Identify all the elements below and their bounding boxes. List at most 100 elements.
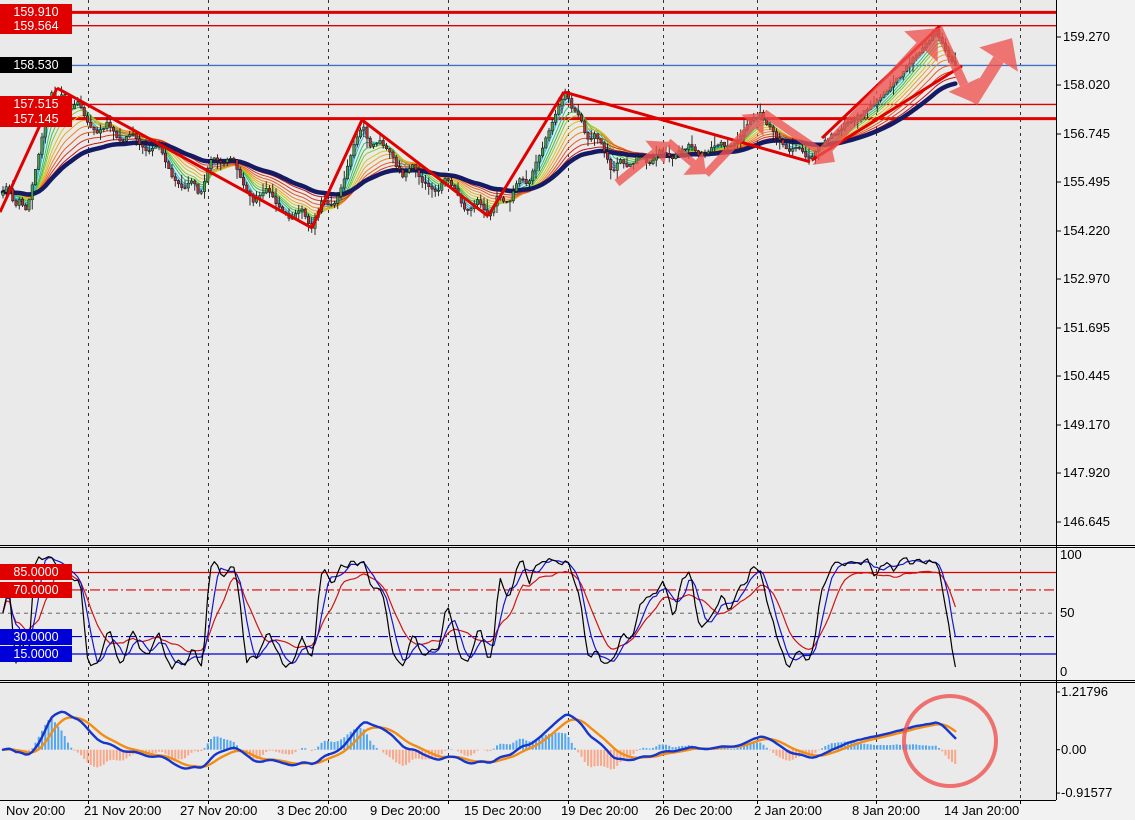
candle-body [232,157,236,160]
candle-body [511,190,515,202]
candle-body [619,159,622,164]
candle-body [580,114,583,122]
candle-body [128,134,132,137]
candle-body [784,144,788,150]
arrow-head [741,113,764,136]
candle-body [453,185,457,189]
macd-histogram-bar [655,746,658,750]
macd-histogram-bar [106,749,108,762]
candle-body [271,191,275,197]
candle-body [801,147,804,152]
candle-body [151,148,154,152]
arrow-head [683,151,706,175]
macd-histogram-bar [544,734,547,750]
candle-body [446,178,450,181]
macd-histogram-bar [362,729,365,750]
macd-histogram-bar [89,749,92,766]
macd-histogram-bar [31,748,34,750]
candle-body [375,143,379,145]
candle-body [242,177,245,186]
macd-histogram-bar [112,749,115,760]
candle-body [716,144,720,147]
macd-histogram-bar [258,749,261,758]
stoch-level-lines [0,571,1056,655]
arrow-head [645,140,668,165]
stoch-slow-line [2,570,956,653]
trendline [361,118,489,218]
candle-body [794,147,798,150]
macd-histogram-bar [905,744,908,750]
macd-histogram-bar [76,749,79,753]
candle-body [437,190,440,192]
macd-histogram-bar [219,737,222,750]
macd-histogram-bar [275,749,277,752]
highlight-circle[interactable] [902,694,998,788]
x-axis-label: Nov 20:00 [6,803,66,818]
candle-body [398,166,401,170]
stoch-main-line [2,556,956,670]
candle-body [411,164,414,169]
macd-histogram-bar [284,749,287,755]
candle-body [173,176,177,181]
macd-histogram-bar [73,749,76,751]
candle-body [359,129,362,138]
candlesticks [1,25,957,235]
candle-body [118,137,122,142]
macd-histogram-bar [889,745,892,750]
candle-body [768,124,772,128]
candle-body [21,198,24,206]
direction-arrows[interactable] [614,26,1018,187]
macd-histogram-bar [947,749,950,760]
candle-body [463,202,466,210]
macd-histogram-bar [444,749,446,751]
candle-body [170,168,174,178]
macd-histogram-bar [782,749,784,760]
candle-body [671,156,674,159]
gmma-rainbow-lines [2,31,956,227]
candle-body [427,183,431,187]
macd-histogram-bar [164,749,167,754]
macd-histogram-bar [531,740,534,750]
candle-body [385,145,388,150]
macd-histogram-bar [778,749,781,758]
candle-body [576,110,580,115]
candle-body [27,199,31,211]
macd-histogram-bar [596,749,599,767]
candle-body [593,133,596,139]
candle-body [112,127,115,132]
macd-histogram-bar [522,738,524,750]
macd-histogram-bar [938,748,940,750]
x-axis-label: 8 Jan 20:00 [852,803,920,818]
macd-histogram-bar [892,744,895,750]
x-axis-label: 9 Dec 20:00 [370,803,441,818]
candle-body [199,191,203,194]
candle-body [268,188,271,193]
stoch-axis-label: 100 [1060,547,1082,562]
stoch-axis-label: 0 [1060,663,1068,679]
candle-body [235,159,239,170]
candle-body [807,156,811,160]
macd-histogram-bar [645,748,648,750]
candle-body [719,141,723,146]
macd-main-line [1,710,957,770]
macd-histogram-bar [853,742,856,750]
candle-body [141,144,145,148]
candle-body [307,216,310,224]
macd-histogram-bar [184,749,186,759]
macd-histogram-bar [119,749,121,761]
candle-body [589,138,593,140]
macd-histogram-bar [941,749,944,752]
candle-body [102,128,106,130]
candle-body [37,154,41,170]
candle-body [557,105,561,115]
candle-body [264,188,268,194]
candle-body [612,169,616,172]
macd-histogram-bar [723,747,726,750]
macd-histogram-bar [635,749,638,751]
candle-body [625,163,629,167]
chart-plot-background [0,0,1056,800]
candle-body [381,140,385,147]
x-axis-label: 14 Jan 20:00 [944,803,1020,818]
trendlines[interactable] [0,24,963,230]
